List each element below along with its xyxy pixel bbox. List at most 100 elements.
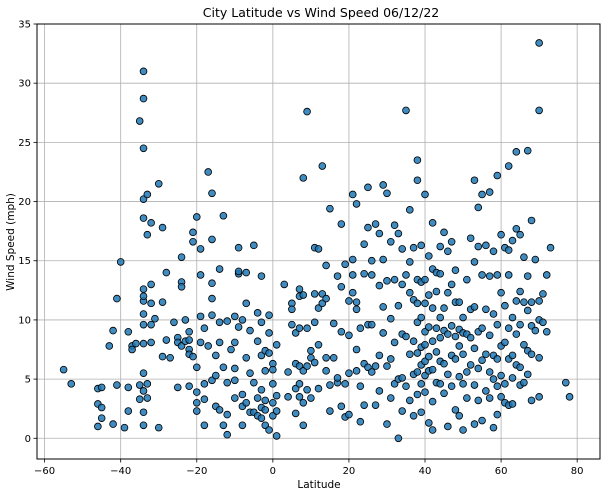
data-point — [257, 272, 266, 280]
data-point — [211, 371, 220, 380]
data-point — [223, 410, 232, 419]
data-point — [238, 390, 247, 399]
data-point — [269, 398, 277, 407]
data-point — [485, 368, 494, 376]
data-point — [143, 190, 152, 199]
data-point — [440, 228, 448, 237]
data-point — [250, 378, 258, 387]
x-tick-label: −40 — [110, 466, 131, 477]
data-point — [489, 310, 498, 318]
data-point — [356, 324, 365, 333]
data-point — [508, 236, 517, 245]
data-point — [189, 228, 197, 237]
data-point — [504, 246, 513, 254]
data-point — [200, 395, 209, 404]
data-point — [345, 410, 353, 419]
data-point — [196, 338, 205, 347]
data-point — [466, 361, 475, 369]
data-point — [455, 298, 464, 306]
data-point — [470, 420, 479, 428]
x-tick-label: 80 — [571, 466, 584, 477]
data-point — [402, 382, 410, 391]
data-point — [67, 380, 76, 388]
data-point — [436, 242, 445, 251]
data-point — [208, 294, 216, 303]
data-point — [348, 190, 357, 199]
data-point — [200, 324, 209, 333]
data-point — [211, 351, 220, 360]
data-point — [299, 291, 308, 299]
y-tick-label: 5 — [25, 375, 31, 386]
data-point — [348, 288, 357, 297]
data-point — [386, 237, 395, 246]
data-point — [409, 411, 418, 420]
data-point — [402, 332, 410, 341]
data-point — [436, 380, 445, 388]
data-point — [94, 422, 102, 431]
data-point — [242, 398, 251, 407]
data-point — [360, 269, 368, 278]
data-point — [428, 397, 437, 406]
data-point — [516, 230, 524, 239]
data-point — [451, 406, 460, 414]
data-point — [132, 339, 140, 348]
data-point — [527, 216, 536, 225]
data-point — [124, 407, 133, 415]
data-point — [352, 200, 361, 208]
data-point — [352, 298, 361, 306]
data-point — [295, 393, 304, 401]
data-point — [436, 313, 445, 322]
data-point — [527, 350, 536, 359]
data-point — [482, 241, 490, 250]
data-point — [151, 314, 159, 323]
data-point — [485, 394, 494, 402]
data-points — [59, 39, 574, 443]
data-point — [280, 280, 289, 289]
data-point — [124, 327, 133, 336]
data-point — [520, 253, 528, 261]
data-point — [329, 319, 338, 328]
data-point — [512, 330, 521, 338]
data-point — [269, 380, 277, 388]
y-tick-label: 0 — [25, 434, 31, 445]
data-point — [360, 240, 368, 248]
data-point — [413, 390, 422, 399]
data-point — [147, 219, 155, 227]
data-point — [459, 426, 467, 434]
data-point — [489, 247, 498, 256]
data-point — [394, 229, 403, 238]
data-point — [307, 394, 315, 402]
data-point — [192, 363, 201, 372]
data-point — [303, 385, 311, 394]
data-point — [341, 380, 349, 388]
data-point — [478, 356, 486, 364]
data-point — [493, 355, 502, 363]
data-point — [421, 340, 429, 349]
data-point — [421, 388, 429, 396]
data-point — [520, 340, 528, 349]
data-point — [485, 331, 494, 340]
data-point — [352, 305, 361, 314]
data-point — [242, 353, 251, 362]
data-point — [246, 326, 254, 335]
data-point — [425, 323, 433, 331]
data-point — [508, 374, 517, 382]
data-point — [405, 350, 414, 359]
data-point — [322, 367, 330, 375]
data-point — [535, 297, 543, 305]
data-point — [375, 387, 384, 395]
data-point — [200, 421, 209, 430]
data-point — [215, 338, 224, 347]
data-point — [440, 304, 448, 312]
data-point — [428, 304, 437, 312]
data-point — [386, 355, 395, 363]
data-point — [154, 179, 163, 188]
data-point — [482, 305, 490, 314]
data-point — [451, 332, 460, 341]
data-point — [116, 258, 125, 266]
data-point — [466, 234, 475, 243]
data-point — [139, 421, 148, 430]
data-point — [234, 267, 243, 276]
data-point — [447, 322, 456, 330]
